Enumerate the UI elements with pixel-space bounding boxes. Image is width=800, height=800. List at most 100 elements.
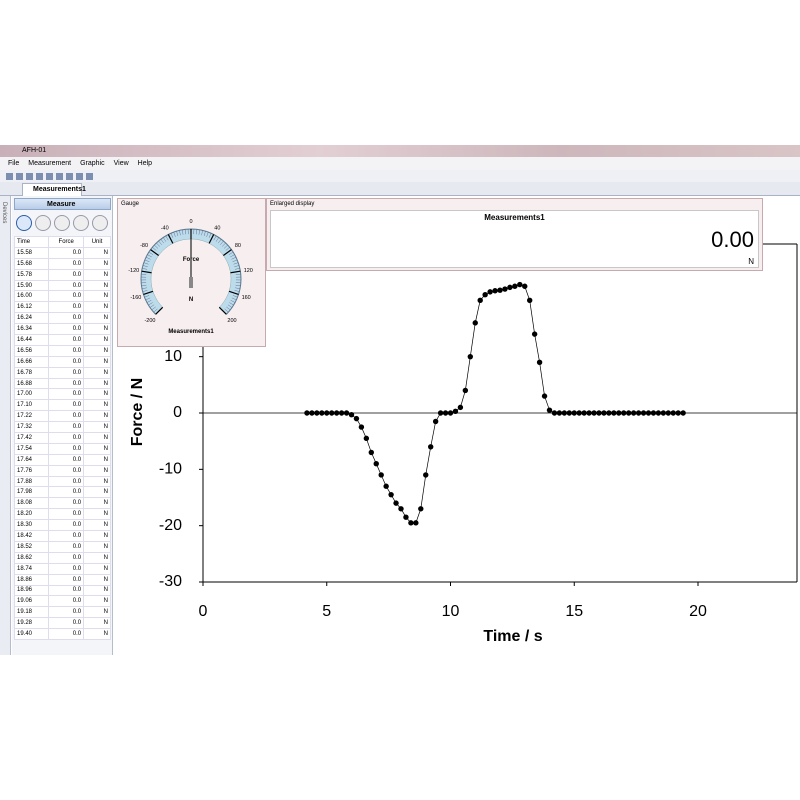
table-cell: 16.24 xyxy=(13,312,50,325)
column-header[interactable]: Time xyxy=(13,236,50,248)
tool-button[interactable] xyxy=(6,172,13,180)
data-point xyxy=(621,410,627,416)
gauge-tick-label: 200 xyxy=(227,318,236,324)
table-cell: 0.0 xyxy=(48,355,85,368)
hand-button[interactable] xyxy=(73,215,89,231)
table-cell: 17.88 xyxy=(13,475,50,488)
gauge-minor-tick xyxy=(151,306,156,311)
data-point xyxy=(635,410,642,416)
table-cell: 17.98 xyxy=(13,486,50,499)
table-cell: 0.0 xyxy=(48,540,85,553)
gauge-minor-tick xyxy=(218,239,222,244)
table-row: 17.42 0.0 N xyxy=(13,432,111,444)
gauge-minor-tick xyxy=(163,237,167,242)
table-cell: 0.0 xyxy=(48,410,85,423)
tool-button[interactable] xyxy=(66,172,73,180)
table-cell: 0.0 xyxy=(48,519,85,532)
table-cell: 0.0 xyxy=(48,399,85,412)
gauge-minor-tick xyxy=(147,254,152,258)
data-point xyxy=(650,410,657,416)
gauge-minor-tick xyxy=(160,239,164,244)
table-cell: 18.52 xyxy=(13,540,50,553)
tool-button[interactable] xyxy=(76,172,83,180)
control-buttons xyxy=(14,213,111,232)
table-cell: 0.0 xyxy=(48,464,85,477)
data-point xyxy=(536,359,543,365)
table-cell: N xyxy=(83,355,111,368)
table-cell: N xyxy=(83,246,111,259)
data-point xyxy=(304,410,310,416)
y-axis-label: Force / N xyxy=(129,378,146,446)
gauge-minor-tick xyxy=(213,235,217,241)
window-title: AFH-01 xyxy=(22,147,47,154)
column-header[interactable]: Force xyxy=(48,236,85,248)
table-row: 18.86 0.0 N xyxy=(13,573,111,586)
data-point xyxy=(477,297,483,304)
reset-button[interactable] xyxy=(92,215,108,231)
table-cell: N xyxy=(83,464,111,477)
data-point xyxy=(319,410,325,416)
measure-label: Measure xyxy=(47,201,76,208)
tool-button[interactable] xyxy=(36,172,43,180)
gauge-minor-tick xyxy=(198,229,200,235)
tool-button[interactable] xyxy=(26,172,33,180)
play-button[interactable] xyxy=(16,215,32,231)
tool-button[interactable] xyxy=(56,172,63,180)
pause-button[interactable] xyxy=(35,215,51,231)
table-cell: N xyxy=(83,366,111,379)
menu-item[interactable]: Measurement xyxy=(28,160,72,167)
display-box: Measurements1 0.00 N xyxy=(270,210,759,268)
table-row: 16.12 0.0 N xyxy=(13,301,111,314)
menu-item[interactable]: File xyxy=(8,160,20,167)
gauge-panel: Gauge Force N Measurements1 -200-160-120… xyxy=(117,198,266,347)
data-point xyxy=(551,410,558,416)
gauge-unit: N xyxy=(189,297,193,303)
table-row: 15.58 0.0 N xyxy=(13,246,111,259)
table-cell: 17.00 xyxy=(13,388,50,401)
column-header[interactable]: Unit xyxy=(83,236,111,248)
data-point xyxy=(527,297,533,304)
measure-bar[interactable]: Measure xyxy=(14,198,111,210)
gauge-minor-tick xyxy=(144,259,150,262)
menu-item[interactable]: Graphic xyxy=(80,160,105,167)
table-cell: 0.0 xyxy=(48,279,85,292)
table-cell: N xyxy=(83,595,111,608)
stop-button[interactable] xyxy=(54,215,70,231)
menu-item[interactable]: View xyxy=(113,160,129,167)
tool-button[interactable] xyxy=(16,172,23,180)
table-row: 17.64 0.0 N xyxy=(13,453,111,466)
x-tick-label: 15 xyxy=(565,603,583,620)
gauge-tick xyxy=(228,290,239,296)
tool-button[interactable] xyxy=(86,172,93,180)
gauge-tick xyxy=(143,290,154,296)
y-tick-label: -10 xyxy=(159,461,182,478)
data-line xyxy=(306,284,684,524)
data-point xyxy=(556,410,563,416)
gauge-hub xyxy=(189,277,193,288)
table-cell: N xyxy=(83,486,111,499)
gauge-minor-tick xyxy=(141,287,147,289)
table-row: 17.76 0.0 N xyxy=(13,464,111,477)
table-cell: 19.18 xyxy=(13,606,50,619)
sidebar[interactable]: Devices xyxy=(0,196,11,655)
table-cell: 0.0 xyxy=(48,301,85,314)
table-cell: N xyxy=(83,421,111,434)
data-point xyxy=(561,410,568,416)
table-cell: N xyxy=(83,562,111,575)
data-point xyxy=(472,320,478,326)
gauge-minor-tick xyxy=(156,242,160,247)
toolbar xyxy=(0,170,800,182)
table-cell: 0.0 xyxy=(48,508,85,521)
panel-title: Gauge xyxy=(121,201,140,207)
data-point xyxy=(437,410,444,416)
table-cell: N xyxy=(83,257,111,270)
data-point xyxy=(358,424,365,430)
tab[interactable]: Measurements1 xyxy=(22,183,86,196)
data-point xyxy=(507,284,513,291)
data-point xyxy=(645,410,652,416)
table-cell: 0.0 xyxy=(48,432,85,444)
menu-item[interactable]: Help xyxy=(137,160,153,167)
data-point xyxy=(626,410,632,416)
tool-button[interactable] xyxy=(46,172,53,180)
table-cell: N xyxy=(83,410,111,423)
